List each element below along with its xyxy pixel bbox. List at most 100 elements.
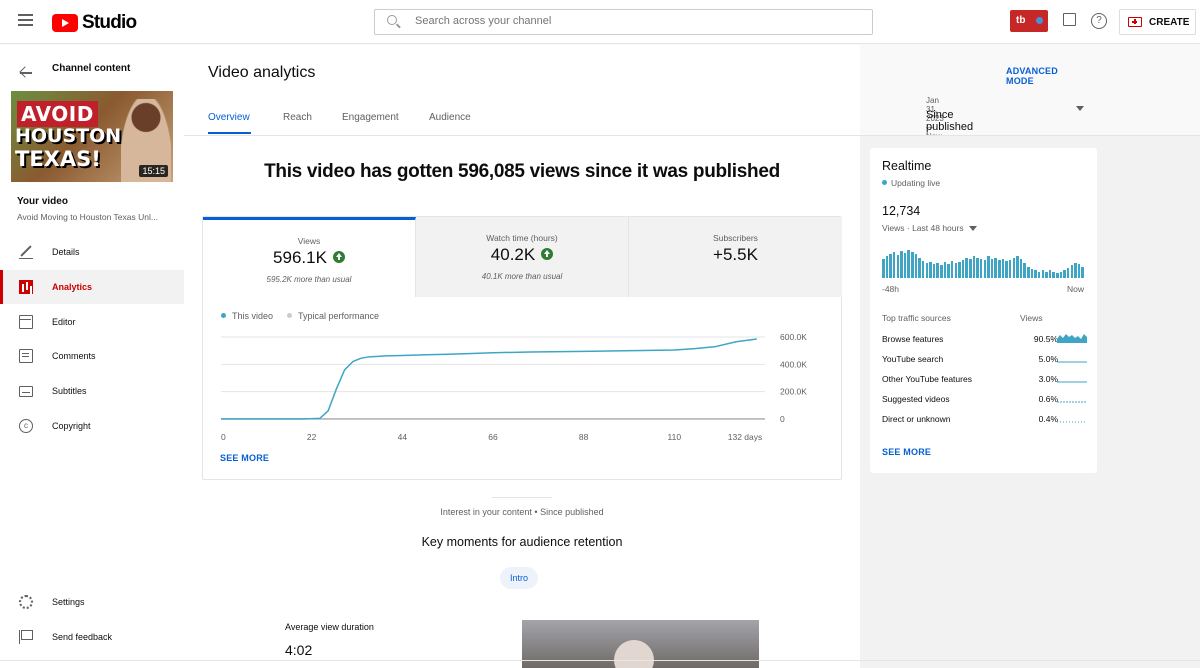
realtime-bar <box>889 254 892 278</box>
tab-audience[interactable]: Audience <box>429 112 471 123</box>
sidebar-item-comments[interactable]: Comments <box>0 339 184 373</box>
traffic-sparkline <box>1057 421 1087 423</box>
realtime-bar <box>929 261 932 278</box>
metric-tab-subscribers[interactable]: Subscribers +5.5K <box>629 217 842 297</box>
sidebar-item-settings[interactable]: Settings <box>0 585 184 619</box>
badge-status-dot <box>1036 17 1043 24</box>
realtime-bar <box>907 250 910 278</box>
x-tick-label: 44 <box>398 432 408 442</box>
realtime-bar <box>1074 262 1077 278</box>
extension-badge[interactable]: tb <box>1010 10 1048 32</box>
chart-legend: This video Typical performance <box>221 311 379 321</box>
realtime-bar <box>950 260 954 278</box>
realtime-see-more-button[interactable]: SEE MORE <box>882 447 932 457</box>
tab-engagement[interactable]: Engagement <box>342 112 399 123</box>
realtime-bar <box>1001 258 1005 278</box>
realtime-views-selector[interactable]: Views · Last 48 hours <box>882 223 977 233</box>
legend-dot <box>287 313 293 319</box>
video-preview-person <box>614 640 654 668</box>
realtime-bar <box>911 252 914 278</box>
section-divider <box>492 497 552 498</box>
realtime-bar <box>1063 270 1066 278</box>
realtime-end-label: Now <box>1067 284 1085 294</box>
realtime-bar <box>1045 271 1048 278</box>
realtime-status-label: Updating live <box>891 178 941 188</box>
realtime-bar <box>1034 270 1037 278</box>
sidebar-item-label: Comments <box>52 351 96 361</box>
legend-typical: Typical performance <box>287 311 379 321</box>
realtime-bar <box>994 257 997 278</box>
metric-value-container: 40.2K <box>416 245 628 265</box>
intro-chip[interactable]: Intro <box>500 567 538 589</box>
help-icon[interactable]: ? <box>1091 13 1107 29</box>
traffic-sparkline <box>1057 334 1087 343</box>
see-more-button[interactable]: SEE MORE <box>220 453 270 463</box>
arrow-up-icon <box>332 250 345 263</box>
metric-tab-watch-time[interactable]: Watch time (hours) 40.2K 40.1K more than… <box>416 217 629 297</box>
tab-reach[interactable]: Reach <box>283 112 312 123</box>
sidebar-item-subtitles[interactable]: Subtitles <box>0 374 184 408</box>
realtime-bar <box>936 262 939 278</box>
realtime-bar <box>972 256 976 278</box>
feedback-icon[interactable] <box>1063 13 1076 26</box>
traffic-sparkline <box>1057 361 1087 363</box>
realtime-bar <box>1016 256 1019 278</box>
live-dot-icon <box>882 180 887 186</box>
traffic-row: YouTube search 5.0% <box>882 354 1087 370</box>
create-button[interactable]: CREATE <box>1119 9 1196 35</box>
avg-view-duration-value: 4:02 <box>285 642 313 658</box>
back-arrow-icon[interactable] <box>20 67 32 79</box>
metric-value-container: 596.1K <box>203 248 415 268</box>
header-divider <box>184 135 1200 136</box>
realtime-bar <box>965 257 968 278</box>
studio-logo[interactable]: Studio <box>52 12 137 34</box>
x-tick-label: 110 <box>668 432 682 442</box>
traffic-source-pct: 5.0% <box>1038 354 1058 364</box>
metrics-card: Views 596.1K 595.2K more than usual Watc… <box>202 216 842 480</box>
realtime-bar <box>1037 271 1041 278</box>
metric-tab-views[interactable]: Views 596.1K 595.2K more than usual <box>203 217 416 297</box>
your-video-label: Your video <box>17 196 68 207</box>
search-bar[interactable] <box>374 9 873 35</box>
sidebar-item-editor[interactable]: Editor <box>0 305 184 339</box>
sidebar-item-label: Settings <box>52 597 85 607</box>
realtime-bar <box>1041 270 1044 278</box>
search-input[interactable] <box>415 15 835 27</box>
traffic-sparkline <box>1057 381 1087 383</box>
video-thumbnail[interactable]: AVOID HOUSTON TEXAS! 15:15 <box>11 91 173 182</box>
realtime-bar <box>885 256 889 278</box>
realtime-bar <box>1012 257 1015 278</box>
sidebar-item-copyright[interactable]: c Copyright <box>0 409 184 443</box>
x-tick-label: 66 <box>488 432 498 442</box>
realtime-bar <box>1005 260 1008 278</box>
advanced-mode-link[interactable]: ADVANCED MODE <box>1006 66 1058 86</box>
x-tick-label: 0 <box>221 432 226 442</box>
comments-icon <box>19 349 33 363</box>
avg-view-duration-label: Average view duration <box>285 622 374 632</box>
top-bar: Studio tb ? CREATE <box>0 0 1200 44</box>
sidebar-item-analytics[interactable]: Analytics <box>0 270 184 304</box>
sidebar-item-send-feedback[interactable]: Send feedback <box>0 620 184 654</box>
realtime-bar <box>882 258 885 278</box>
tab-overview[interactable]: Overview <box>208 112 250 123</box>
chevron-down-icon <box>968 226 977 232</box>
active-tab-indicator <box>208 132 251 134</box>
channel-content-link[interactable]: Channel content <box>52 63 131 74</box>
create-label: CREATE <box>1149 16 1190 28</box>
y-tick-label: 0 <box>780 414 785 424</box>
traffic-row: Other YouTube features 3.0% <box>882 374 1087 390</box>
y-tick-label: 200.0K <box>780 387 807 397</box>
menu-icon[interactable] <box>18 14 33 26</box>
realtime-bar <box>979 258 983 278</box>
x-tick-label: 132 days <box>728 432 763 442</box>
sidebar-item-details[interactable]: Details <box>0 235 184 269</box>
legend-label: Typical performance <box>298 311 380 321</box>
realtime-bar <box>925 262 928 278</box>
pencil-icon <box>19 245 33 259</box>
metric-label: Subscribers <box>713 233 758 243</box>
traffic-source-name: Direct or unknown <box>882 414 951 424</box>
date-range-selector[interactable]: Since published <box>926 109 974 133</box>
page-title: Video analytics <box>208 64 316 81</box>
chevron-down-icon[interactable] <box>1076 106 1084 111</box>
realtime-card: Realtime Updating live 12,734 Views · La… <box>870 148 1097 473</box>
